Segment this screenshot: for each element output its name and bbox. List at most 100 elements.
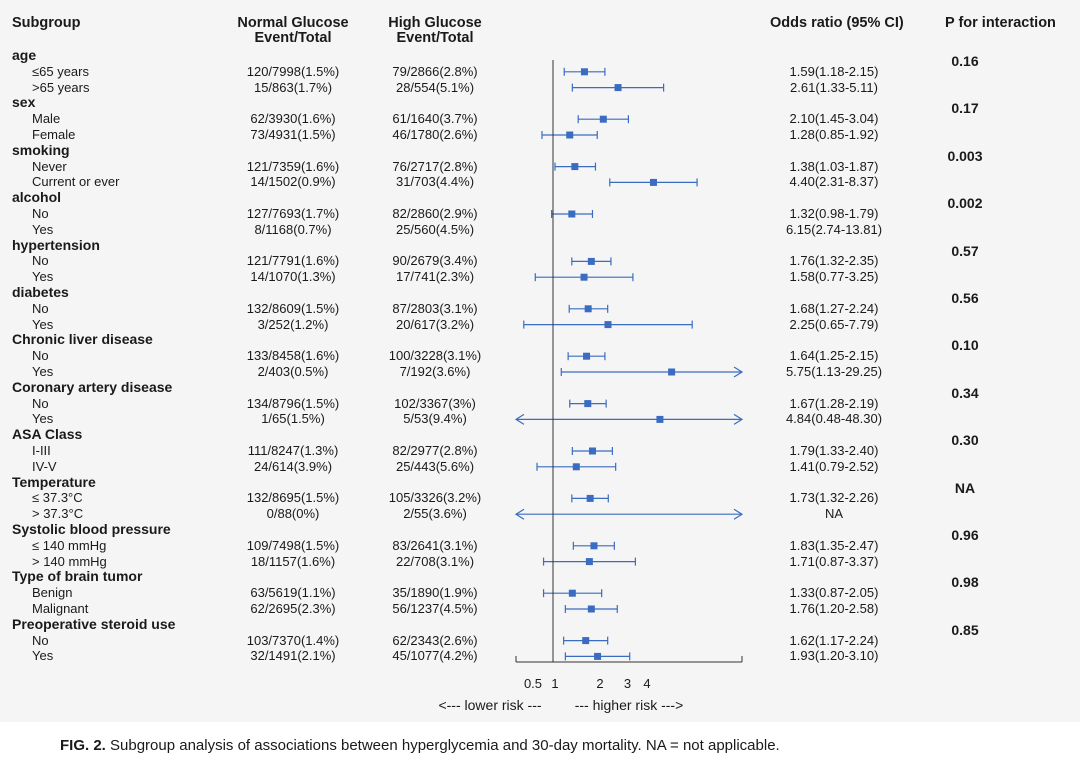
- subgroup-label: No: [32, 348, 49, 364]
- odds-ratio-text: 1.71(0.87-3.37): [789, 553, 879, 569]
- subgroup-heading: Preoperative steroid use: [12, 615, 176, 632]
- normal-glucose-count: 132/8695(1.5%): [246, 490, 340, 506]
- ci-arrow-right: [733, 413, 744, 425]
- odds-ratio-marker: [582, 637, 590, 645]
- normal-glucose-count: 62/3930(1.6%): [250, 111, 336, 127]
- high-glucose-count: 90/2679(3.4%): [392, 253, 478, 269]
- odds-ratio-marker: [590, 542, 598, 550]
- normal-glucose-count: 73/4931(1.5%): [250, 127, 336, 142]
- high-glucose-count: 35/1890(1.9%): [392, 585, 478, 601]
- high-glucose-count: 7/192(3.6%): [399, 364, 471, 379]
- high-glucose-count: 102/3367(3%): [394, 395, 476, 411]
- odds-ratio-marker: [586, 494, 594, 502]
- high-glucose-count: 100/3228(3.1%): [388, 348, 482, 364]
- header-odds-ratio: Odds ratio (95% CI): [770, 15, 904, 31]
- subgroup-heading: ASA Class: [12, 426, 83, 443]
- normal-glucose-count: 14/1070(1.3%): [250, 269, 336, 285]
- subgroup-label: Yes: [32, 364, 54, 379]
- odds-ratio-text: 1.83(1.35-2.47): [789, 537, 879, 553]
- caption-label: FIG. 2.: [60, 737, 106, 754]
- odds-ratio-marker: [580, 68, 588, 76]
- normal-glucose-count: 18/1157(1.6%): [250, 553, 336, 569]
- high-glucose-count: 79/2866(2.8%): [392, 63, 478, 79]
- subgroup-label: No: [32, 300, 49, 316]
- high-glucose-count: 17/741(2.3%): [395, 269, 475, 285]
- normal-glucose-count: 121/7791(1.6%): [246, 253, 340, 269]
- forest-plot-figure: Subgroup Normal Glucose Event/Total High…: [12, 15, 1056, 713]
- odds-ratio-marker: [656, 415, 664, 423]
- odds-ratio-marker: [587, 257, 595, 265]
- subgroup-label: Yes: [32, 648, 54, 664]
- caption-text: Subgroup analysis of associations betwee…: [105, 737, 780, 754]
- p-interaction-value: 0.30: [951, 432, 979, 449]
- p-interaction-value: 0.10: [951, 337, 979, 354]
- header-p-interaction: P for interaction: [945, 15, 1056, 31]
- normal-glucose-count: 8/1168(0.7%): [254, 221, 332, 237]
- normal-glucose-count: 15/863(1.7%): [253, 79, 333, 95]
- subgroup-label: Yes: [32, 316, 54, 332]
- high-glucose-count: 2/55(3.6%): [403, 506, 467, 522]
- high-glucose-count: 28/554(5.1%): [395, 79, 475, 95]
- high-glucose-count: 46/1780(2.6%): [392, 127, 478, 142]
- subgroup-label: Yes: [32, 269, 54, 285]
- normal-glucose-count: 133/8458(1.6%): [246, 348, 340, 364]
- p-interaction-value: 0.57: [951, 242, 979, 259]
- odds-ratio-marker: [583, 352, 591, 360]
- normal-glucose-count: 0/88(0%): [266, 506, 320, 522]
- header-normal-line1: Normal Glucose: [237, 15, 349, 31]
- high-glucose-count: 25/443(5.6%): [395, 458, 475, 474]
- subgroup-heading: diabetes: [12, 284, 69, 300]
- x-tick-label: 2: [596, 676, 603, 691]
- odds-ratio-text: 5.75(1.13-29.25): [785, 364, 883, 379]
- subgroup-heading: Type of brain tumor: [12, 568, 143, 585]
- subgroup-label: Yes: [32, 411, 54, 427]
- odds-ratio-text: 4.84(0.48-48.30): [785, 411, 883, 427]
- subgroup-label: Male: [32, 111, 61, 127]
- high-glucose-count: 45/1077(4.2%): [392, 648, 478, 664]
- subgroup-heading: Coronary artery disease: [12, 378, 173, 395]
- subgroup-label: ≤ 37.3°C: [32, 490, 83, 506]
- subgroup-label: I-III: [32, 443, 51, 458]
- odds-ratio-text: 2.61(1.33-5.11): [790, 79, 878, 95]
- subgroup-label: ≤ 140 mmHg: [32, 537, 107, 553]
- subgroup-heading: smoking: [12, 141, 70, 158]
- subgroup-heading: age: [12, 47, 37, 63]
- odds-ratio-marker: [599, 115, 607, 123]
- odds-ratio-text: 1.33(0.87-2.05): [789, 585, 879, 601]
- subgroup-heading: sex: [12, 94, 36, 111]
- subgroup-label: > 140 mmHg: [32, 553, 107, 569]
- odds-ratio-text: 1.58(0.77-3.25): [789, 269, 879, 285]
- subgroup-label: Never: [32, 158, 67, 174]
- odds-ratio-marker: [568, 589, 576, 597]
- direction-label-higher: --- higher risk --->: [575, 697, 684, 713]
- odds-ratio-text: 1.67(1.28-2.19): [789, 395, 879, 411]
- odds-ratio-text: 4.40(2.31-8.37): [789, 174, 879, 190]
- high-glucose-count: 31/703(4.4%): [395, 174, 475, 190]
- normal-glucose-count: 111/8247(1.3%): [247, 443, 339, 458]
- normal-glucose-count: 121/7359(1.6%): [246, 158, 340, 174]
- p-interaction-value: 0.17: [951, 100, 979, 117]
- x-tick-label: 1: [551, 676, 558, 691]
- normal-glucose-count: 3/252(1.2%): [257, 316, 329, 332]
- p-interaction-value: 0.16: [951, 53, 979, 69]
- p-interaction-value: 0.003: [947, 147, 983, 164]
- odds-ratio-text: 6.15(2.74-13.81): [785, 221, 883, 237]
- odds-ratio-marker: [584, 400, 592, 408]
- high-glucose-count: 61/1640(3.7%): [392, 111, 478, 127]
- high-glucose-count: 87/2803(3.1%): [392, 300, 478, 316]
- odds-ratio-text: 1.76(1.32-2.35): [789, 253, 879, 269]
- high-glucose-count: 20/617(3.2%): [395, 316, 475, 332]
- odds-ratio-text: 2.25(0.65-7.79): [789, 316, 879, 332]
- subgroup-label: Female: [32, 127, 76, 142]
- normal-glucose-count: 132/8609(1.5%): [246, 300, 340, 316]
- odds-ratio-marker: [604, 321, 612, 329]
- odds-ratio-text: 2.10(1.45-3.04): [789, 111, 879, 127]
- odds-ratio-text: 1.93(1.20-3.10): [789, 648, 879, 664]
- x-tick-label: 4: [643, 676, 650, 691]
- odds-ratio-text: 1.28(0.85-1.92): [789, 127, 879, 142]
- odds-ratio-marker: [668, 368, 676, 376]
- subgroup-heading: Chronic liver disease: [12, 331, 153, 348]
- odds-ratio-marker: [580, 273, 588, 281]
- odds-ratio-text: 1.62(1.17-2.24): [789, 632, 879, 648]
- odds-ratio-text: 1.76(1.20-2.58): [789, 601, 879, 616]
